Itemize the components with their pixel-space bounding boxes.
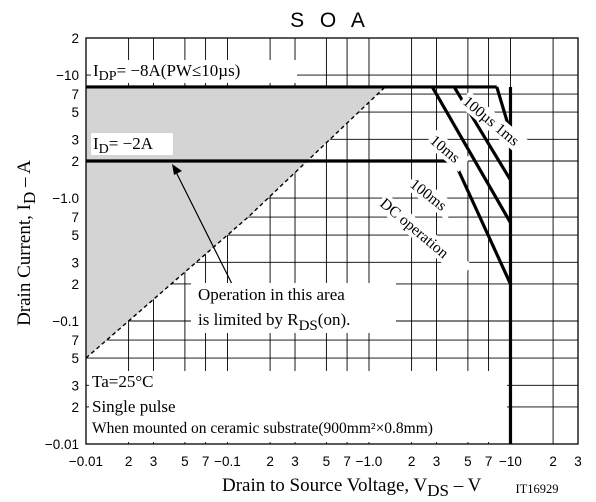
x-tick-label-0: −0.01	[69, 454, 103, 469]
y-tick-label-14: 7	[71, 87, 79, 102]
curve-label-10ms: 10ms	[424, 129, 471, 173]
y-tick-label-9: 7	[71, 210, 79, 225]
x-tick-label-15: −10	[499, 454, 522, 469]
id-label-pre: I	[93, 134, 99, 153]
series-line-dc-operation	[452, 160, 512, 285]
x-tick-label-16: 2	[549, 454, 557, 469]
op-area-label-line2-pre: is limited by R	[198, 310, 299, 329]
y-tick-label-0: −0.01	[45, 437, 79, 452]
x-axis-label-sub: DS	[427, 481, 449, 500]
x-tick-label-9: 7	[343, 454, 351, 469]
id-label-bg	[91, 133, 173, 155]
op-area-label-line2: is limited by RDS(on).	[198, 310, 350, 334]
id-label-post: = −2A	[109, 134, 154, 153]
x-tick-label-7: 3	[291, 454, 299, 469]
condition-temperature: Ta=25°C	[92, 372, 153, 391]
curve-label-10ms-bg	[424, 129, 471, 173]
op-area-label-line1: Operation in this area	[198, 285, 345, 304]
condition-single-pulse: Single pulse	[92, 397, 176, 416]
op-area-label-line2-sub: DS	[299, 318, 318, 334]
y-tick-label-8: 5	[71, 228, 79, 243]
curve-label-dc-bg	[374, 192, 473, 279]
x-tick-labels: −0.01 2 3 5 7 −0.1 2 3 5 7 −1.0 2 3 5 7 −10 2 3	[69, 454, 582, 469]
idp-label-post: = −8A(PW≤10µs)	[117, 61, 241, 80]
id-label-sub: D	[99, 142, 109, 157]
x-tick-label-5: −0.1	[214, 454, 241, 469]
curve-label-100ms-text: 100ms	[407, 176, 450, 215]
x-tick-label-6: 2	[266, 454, 274, 469]
y-tick-label-4: 7	[71, 333, 79, 348]
y-tick-label-12: 3	[71, 132, 79, 147]
x-axis-label-unit: – V	[449, 475, 482, 496]
y-tick-label-13: 5	[71, 105, 79, 120]
x-tick-label-11: 2	[408, 454, 416, 469]
y-tick-label-3: 5	[71, 351, 79, 366]
x-tick-label-14: 7	[485, 454, 493, 469]
series-line-100ms	[430, 86, 512, 224]
condition-substrate: When mounted on ceramic substrate(900mm²…	[92, 420, 433, 437]
y-tick-label-7: 3	[71, 255, 79, 270]
x-axis-label: Drain to Source Voltage, VDS – V	[222, 475, 482, 500]
conditions-bg	[89, 371, 507, 442]
x-tick-label-4: 7	[202, 454, 210, 469]
idp-label-sub: DP	[99, 69, 117, 84]
curve-label-100us-1ms-bg	[457, 90, 531, 157]
y-tick-label-6: 2	[71, 277, 79, 292]
x-tick-label-2: 3	[150, 454, 158, 469]
plot-frame	[85, 37, 579, 445]
y-tick-label-2: 3	[71, 378, 79, 393]
annotation-arrowhead	[172, 164, 182, 175]
curve-label-dc: DC operation	[374, 192, 473, 279]
curve-label-100ms-bg	[404, 173, 458, 220]
x-tick-label-13: 5	[464, 454, 472, 469]
y-axis-label-unit: – A	[14, 160, 35, 192]
op-area-label-bg	[191, 283, 396, 333]
figure-code: IT16929	[515, 482, 558, 496]
x-tick-label-1: 2	[125, 454, 133, 469]
y-tick-labels: −0.01 2 3 5 7 −0.1 2 3 5 7 −1.0 2 3 5 7 −10 2	[45, 31, 79, 452]
y-axis-label: Drain Current, ID – A	[14, 160, 39, 326]
series-line-r-ds-on-limit	[85, 86, 386, 359]
x-tick-label-17: 3	[574, 454, 582, 469]
chart-title: S O A	[290, 9, 370, 32]
y-tick-label-10: −1.0	[52, 191, 79, 206]
x-axis-label-main: Drain to Source Voltage, V	[222, 475, 428, 496]
x-tick-label-10: −1.0	[356, 454, 383, 469]
y-tick-label-11: 2	[71, 154, 79, 169]
curve-label-100us-1ms: 100µs 1ms	[457, 90, 531, 157]
x-tick-label-8: 5	[323, 454, 331, 469]
y-axis-label-sub: D	[20, 192, 39, 204]
idp-label-bg	[91, 60, 297, 83]
op-area-label-line2-post: (on).	[318, 310, 351, 329]
idp-label: IDP= −8A(PW≤10µs)	[93, 61, 240, 84]
curve-label-100us-1ms-text: 100µs 1ms	[459, 93, 522, 150]
curve-label-100ms: 100ms	[404, 173, 458, 220]
id-label: ID= −2A	[93, 134, 154, 157]
annotation-arrow-line	[174, 169, 233, 285]
y-tick-label-15: −10	[56, 68, 79, 83]
y-tick-label-16: 2	[71, 31, 79, 46]
y-tick-label-5: −0.1	[52, 314, 79, 329]
y-axis-label-main: Drain Current, I	[14, 204, 35, 326]
y-tick-label-1: 2	[71, 400, 79, 415]
x-tick-label-12: 3	[433, 454, 441, 469]
x-tick-label-3: 5	[181, 454, 189, 469]
idp-label-pre: I	[93, 61, 99, 80]
